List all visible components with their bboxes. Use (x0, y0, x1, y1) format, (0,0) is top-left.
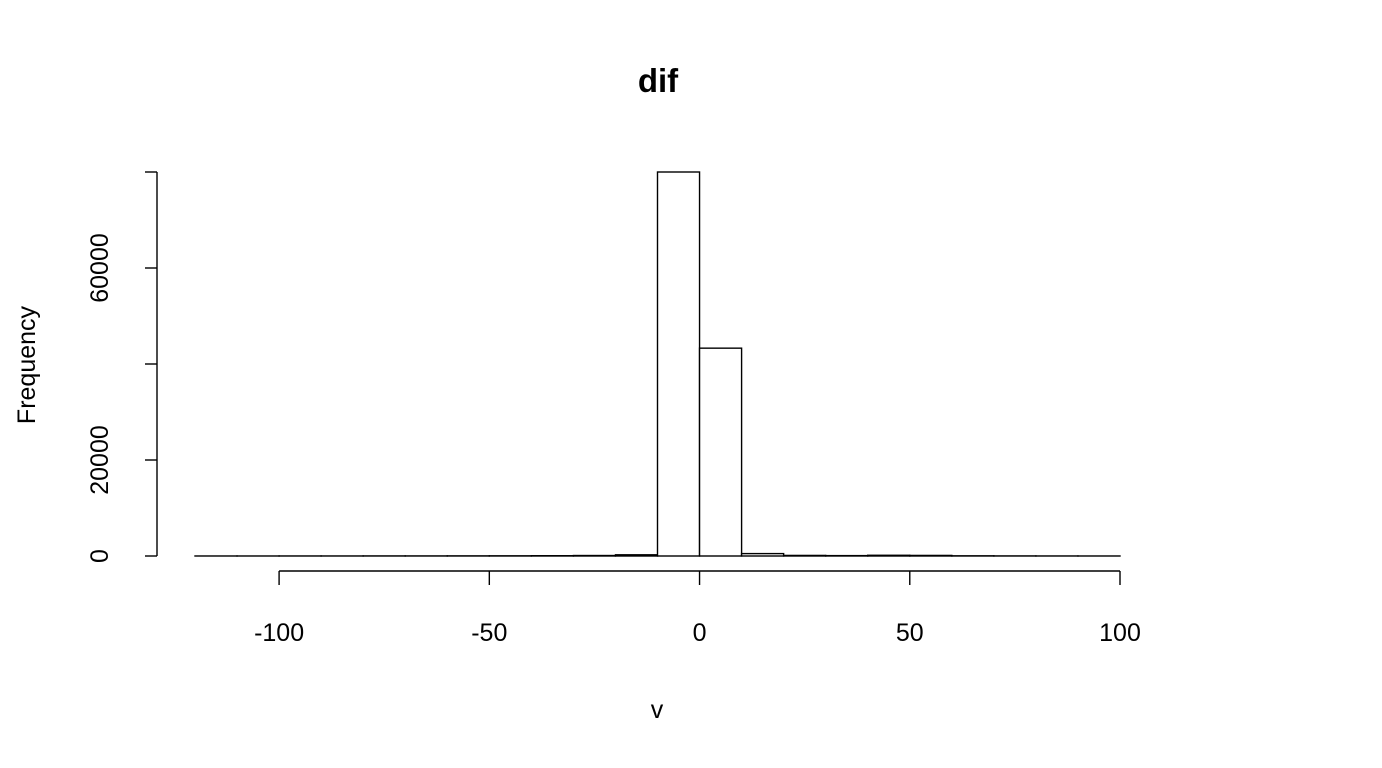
bar (698, 347, 743, 557)
x-tick-label: -50 (471, 619, 507, 647)
y-tick-label: 20000 (86, 425, 114, 495)
bar (782, 554, 827, 557)
chart-title: dif (638, 62, 679, 99)
bar (614, 554, 659, 557)
y-tick-label: 60000 (86, 233, 114, 303)
x-tick-label: 50 (896, 619, 924, 647)
x-tick-label: 0 (693, 619, 707, 647)
y-tick-label: 0 (86, 549, 114, 563)
bar (867, 554, 911, 557)
y-axis-label: Frequency (13, 305, 41, 424)
bar (909, 554, 953, 557)
x-axis-label: v (651, 696, 664, 724)
bar (656, 171, 701, 557)
bar (740, 552, 785, 557)
x-tick-label: -100 (254, 619, 304, 647)
x-tick-label: 100 (1099, 619, 1141, 647)
